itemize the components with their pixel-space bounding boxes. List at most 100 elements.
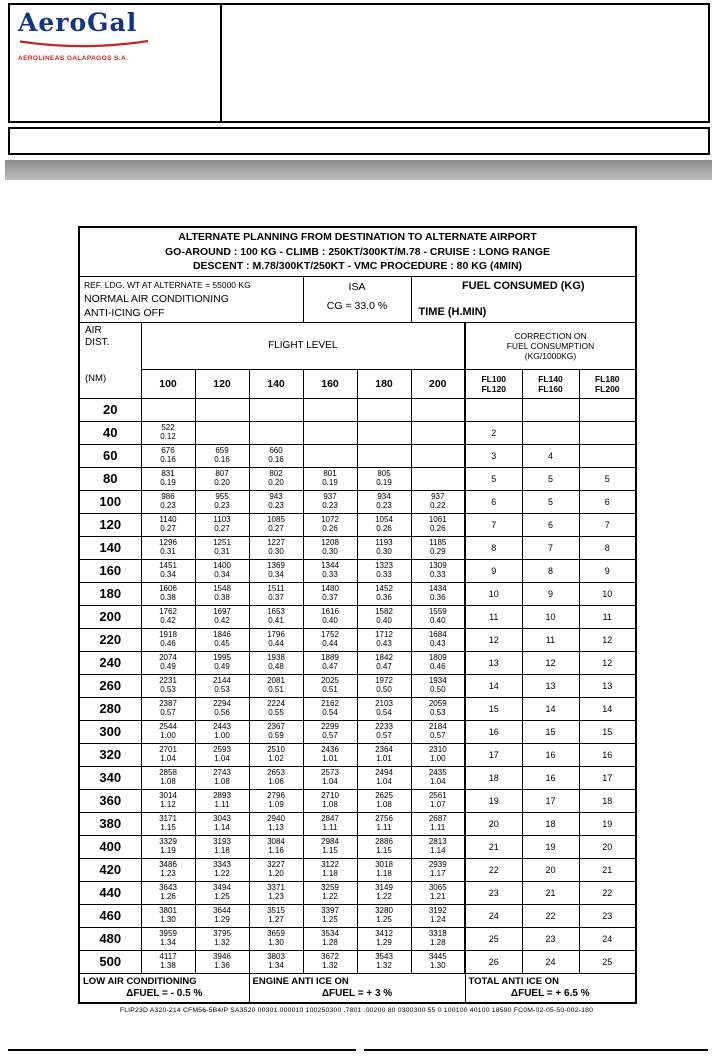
time-value: 0.45 bbox=[214, 639, 230, 648]
correction-cell: 21 bbox=[578, 857, 637, 882]
correction-line-3: (KG/1000KG) bbox=[524, 350, 577, 361]
time-value: 1.30 bbox=[160, 915, 176, 924]
fuel-time-cell: 2059 0.53 bbox=[410, 696, 466, 721]
correction-cell: 5 bbox=[521, 466, 580, 491]
correction-cell: 14 bbox=[578, 696, 637, 721]
air-conditioning-condition: NORMAL AIR CONDITIONING bbox=[84, 292, 229, 305]
distance-cell: 420 bbox=[78, 857, 142, 882]
dist-label: DIST. bbox=[85, 336, 110, 348]
correction-cell: 18 bbox=[578, 788, 637, 813]
fuel-value: 2103 bbox=[375, 698, 393, 708]
fuel-time-cell bbox=[194, 397, 250, 422]
time-value: 1.15 bbox=[322, 846, 338, 855]
fuel-value: 2162 bbox=[321, 698, 339, 708]
time-value: 1.32 bbox=[376, 961, 392, 970]
conditions-isa: ISA CG = 33.0 % bbox=[302, 275, 412, 323]
time-value: 1.22 bbox=[376, 892, 392, 901]
time-value: 0.33 bbox=[322, 570, 338, 579]
time-value: 0.12 bbox=[160, 432, 176, 441]
time-value: 1.04 bbox=[214, 754, 230, 763]
fuel-time-cell: 2367 0.59 bbox=[248, 719, 304, 744]
air-label: AIR bbox=[85, 324, 102, 336]
fuel-time-cell: 3412 1.29 bbox=[356, 926, 412, 951]
fuel-value: 3801 bbox=[159, 905, 177, 915]
correction-cell: 24 bbox=[464, 903, 523, 928]
correction-cell: 25 bbox=[578, 949, 637, 974]
fuel-value: 934 bbox=[377, 491, 391, 501]
fuel-value: 3803 bbox=[267, 951, 285, 961]
table-row: 440 3643 1.26 3494 1.25 3371 1.23 3259 1.22 3149 1… bbox=[78, 880, 637, 905]
fuel-time-cell: 1185 0.29 bbox=[410, 535, 466, 560]
correction-cell: 5 bbox=[578, 466, 637, 491]
time-value: 1.04 bbox=[376, 777, 392, 786]
correction-cell: 22 bbox=[578, 880, 637, 905]
fuel-value: 3280 bbox=[375, 905, 393, 915]
fuel-value: 2436 bbox=[321, 744, 339, 754]
fuel-time-cell bbox=[302, 420, 358, 445]
time-value: 0.42 bbox=[160, 616, 176, 625]
fuel-time-cell: 1309 0.33 bbox=[410, 558, 466, 583]
notes-section: LOW AIR CONDITIONING ΔFUEL = - 0.5 % ENG… bbox=[78, 972, 637, 1003]
fuel-time-cell: 802 0.20 bbox=[248, 466, 304, 491]
correction-cell: 14 bbox=[464, 673, 523, 698]
table-row: 100 986 0.23 955 0.23 943 0.23 937 0.23 934 0.23 93… bbox=[78, 489, 637, 514]
fuel-time-cell: 1434 0.36 bbox=[410, 581, 466, 606]
cg-value: CG = 33.0 % bbox=[326, 299, 388, 312]
fuel-value: 1684 bbox=[428, 629, 447, 639]
fuel-value: 986 bbox=[161, 491, 175, 501]
fuel-value: 3659 bbox=[267, 928, 285, 938]
fuel-value: 1400 bbox=[213, 560, 231, 570]
fuel-time-cell bbox=[302, 443, 358, 468]
time-value: 0.33 bbox=[376, 570, 392, 579]
fuel-value: 2813 bbox=[428, 836, 447, 846]
time-value: 1.15 bbox=[160, 823, 176, 832]
fuel-value: 2294 bbox=[213, 698, 231, 708]
column-header-row-2: 100 120 140 160 180 200 FL100 FL120 FL14… bbox=[79, 368, 637, 399]
table-row: 360 3014 1.12 2893 1.11 2796 1.09 2710 1.08 2625 1… bbox=[78, 788, 637, 813]
brand-name: AeroGal bbox=[18, 8, 138, 37]
fuel-value: 2544 bbox=[159, 721, 177, 731]
table-row: 140 1296 0.31 1251 0.31 1227 0.30 1208 0.30 1193 0… bbox=[78, 535, 637, 560]
fuel-time-cell: 2701 1.04 bbox=[140, 742, 196, 767]
correction-cell: 6 bbox=[578, 489, 637, 514]
fuel-time-cell: 2074 0.49 bbox=[140, 650, 196, 675]
time-value: 1.09 bbox=[268, 800, 284, 809]
fuel-value: 3343 bbox=[213, 859, 231, 869]
time-value: 1.01 bbox=[376, 754, 392, 763]
time-value: 0.22 bbox=[429, 501, 446, 510]
fuel-time-cell: 3014 1.12 bbox=[140, 788, 196, 813]
time-value: 1.23 bbox=[160, 869, 176, 878]
time-value: 0.59 bbox=[268, 731, 284, 740]
fuel-time-cell: 2025 0.51 bbox=[302, 673, 358, 698]
time-value: 0.16 bbox=[214, 455, 230, 464]
fuel-time-cell: 1208 0.30 bbox=[302, 535, 358, 560]
fuel-time-cell: 3171 1.15 bbox=[140, 811, 196, 836]
correction-cell: 13 bbox=[521, 673, 580, 698]
correction-cell: 12 bbox=[464, 627, 523, 652]
correction-cell bbox=[578, 397, 637, 422]
distance-cell: 100 bbox=[78, 489, 142, 514]
distance-cell: 340 bbox=[78, 765, 142, 790]
fuel-time-cell: 1762 0.42 bbox=[140, 604, 196, 629]
time-value: 0.57 bbox=[160, 708, 176, 717]
fuel-time-cell: 1606 0.38 bbox=[140, 581, 196, 606]
fuel-time-cell: 3672 1.32 bbox=[302, 949, 358, 974]
time-value: 0.26 bbox=[322, 524, 338, 533]
fuel-time-cell: 2364 1.01 bbox=[356, 742, 412, 767]
fuel-value: 1972 bbox=[375, 675, 393, 685]
correction-cell bbox=[578, 443, 637, 468]
time-value: 1.32 bbox=[214, 938, 230, 947]
distance-cell: 60 bbox=[78, 443, 142, 468]
fuel-value: 1809 bbox=[428, 652, 447, 662]
fuel-value: 2184 bbox=[428, 721, 447, 731]
time-value: 1.00 bbox=[214, 731, 230, 740]
table-row: 160 1451 0.34 1400 0.34 1369 0.34 1344 0.33 1323 0… bbox=[78, 558, 637, 583]
fuel-time-cell: 807 0.20 bbox=[194, 466, 250, 491]
subheader-box bbox=[8, 127, 710, 155]
conditions-left: REF. LDG. WT AT ALTERNATE = 55000 KG NOR… bbox=[78, 275, 304, 323]
fuel-value: 1369 bbox=[267, 560, 285, 570]
fuel-value: 2561 bbox=[428, 790, 447, 800]
fuel-time-cell: 937 0.23 bbox=[302, 489, 358, 514]
fuel-value: 1559 bbox=[428, 606, 447, 616]
time-value: 0.42 bbox=[214, 616, 230, 625]
